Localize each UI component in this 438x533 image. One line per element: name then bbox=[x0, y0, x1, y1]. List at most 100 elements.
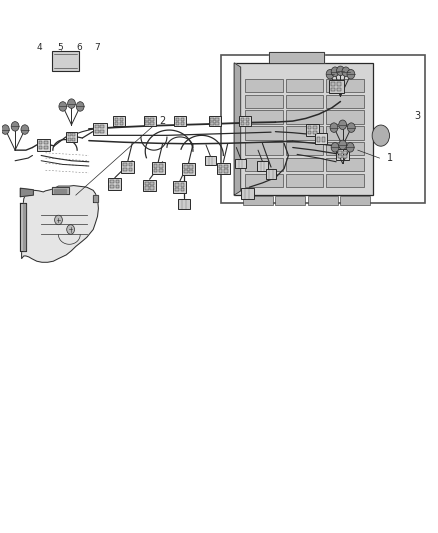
Bar bbox=[184, 170, 188, 173]
Circle shape bbox=[55, 215, 62, 225]
Bar bbox=[239, 116, 251, 126]
Circle shape bbox=[1, 125, 9, 134]
Bar bbox=[221, 55, 425, 203]
Bar bbox=[286, 110, 323, 124]
Bar bbox=[180, 122, 184, 125]
Bar bbox=[176, 122, 179, 125]
Circle shape bbox=[11, 122, 19, 131]
Bar bbox=[329, 80, 343, 93]
Bar bbox=[219, 169, 223, 173]
Bar bbox=[337, 87, 341, 91]
Bar bbox=[210, 122, 214, 125]
Bar bbox=[66, 132, 77, 142]
Circle shape bbox=[67, 225, 74, 234]
Bar bbox=[326, 79, 364, 92]
Bar bbox=[159, 164, 162, 167]
Text: 6: 6 bbox=[76, 43, 82, 52]
Bar bbox=[315, 133, 327, 144]
Bar bbox=[215, 122, 219, 125]
Bar bbox=[208, 116, 221, 126]
Bar bbox=[286, 126, 323, 140]
Bar bbox=[44, 146, 48, 149]
Circle shape bbox=[339, 140, 346, 150]
Bar bbox=[120, 118, 123, 120]
Bar bbox=[159, 169, 162, 172]
Text: 4: 4 bbox=[36, 43, 42, 52]
Circle shape bbox=[331, 143, 339, 152]
Bar bbox=[210, 118, 214, 120]
Circle shape bbox=[346, 143, 354, 152]
Circle shape bbox=[347, 69, 355, 79]
Bar bbox=[113, 116, 125, 126]
Bar bbox=[286, 79, 323, 92]
Bar bbox=[145, 122, 149, 125]
Circle shape bbox=[76, 102, 84, 111]
Bar bbox=[286, 158, 323, 171]
Bar bbox=[95, 130, 99, 133]
Bar bbox=[326, 110, 364, 124]
Bar bbox=[338, 155, 342, 158]
Bar bbox=[115, 118, 118, 120]
Text: 3: 3 bbox=[415, 111, 421, 121]
Bar bbox=[331, 87, 335, 91]
Bar bbox=[246, 118, 249, 120]
Circle shape bbox=[67, 99, 75, 108]
Bar bbox=[215, 118, 219, 120]
Bar bbox=[337, 82, 341, 86]
Polygon shape bbox=[20, 203, 26, 251]
Bar bbox=[317, 138, 320, 142]
Bar bbox=[224, 169, 228, 173]
Text: 5: 5 bbox=[58, 43, 64, 52]
Bar bbox=[178, 199, 191, 209]
Circle shape bbox=[372, 125, 389, 146]
Bar bbox=[67, 133, 71, 136]
Polygon shape bbox=[23, 204, 25, 249]
Circle shape bbox=[330, 123, 338, 132]
Bar bbox=[174, 116, 186, 126]
Bar bbox=[245, 110, 283, 124]
Bar bbox=[243, 196, 273, 205]
Bar bbox=[150, 118, 154, 120]
Bar bbox=[44, 141, 48, 144]
Text: 2: 2 bbox=[159, 116, 166, 126]
Bar bbox=[224, 165, 228, 168]
Bar bbox=[100, 125, 104, 128]
Bar bbox=[308, 131, 311, 134]
Bar bbox=[145, 187, 148, 190]
Bar bbox=[219, 165, 223, 168]
Bar bbox=[306, 124, 319, 136]
Bar bbox=[286, 142, 323, 156]
Bar bbox=[93, 123, 106, 135]
Bar bbox=[245, 174, 283, 187]
Bar bbox=[121, 161, 134, 173]
Bar bbox=[175, 183, 179, 187]
Bar bbox=[286, 174, 323, 187]
Bar bbox=[184, 165, 188, 168]
Bar bbox=[150, 187, 154, 190]
Text: 7: 7 bbox=[94, 43, 99, 52]
Bar bbox=[175, 188, 179, 191]
Bar bbox=[189, 170, 193, 173]
Circle shape bbox=[342, 67, 350, 76]
Bar bbox=[52, 51, 79, 71]
Bar bbox=[313, 126, 317, 130]
Bar bbox=[343, 155, 347, 158]
Bar bbox=[154, 169, 157, 172]
Bar bbox=[110, 180, 114, 183]
Bar bbox=[245, 126, 283, 140]
Polygon shape bbox=[54, 189, 66, 193]
Bar bbox=[265, 169, 276, 179]
Bar bbox=[245, 158, 283, 171]
Bar bbox=[150, 182, 154, 185]
Bar bbox=[39, 146, 42, 149]
Bar bbox=[143, 180, 156, 191]
Circle shape bbox=[339, 120, 346, 130]
Bar bbox=[326, 126, 364, 140]
Bar bbox=[180, 188, 184, 191]
Bar bbox=[326, 142, 364, 156]
Bar bbox=[276, 196, 305, 205]
Bar bbox=[340, 196, 371, 205]
Polygon shape bbox=[52, 187, 69, 193]
Bar bbox=[108, 178, 121, 190]
Bar bbox=[37, 139, 50, 151]
